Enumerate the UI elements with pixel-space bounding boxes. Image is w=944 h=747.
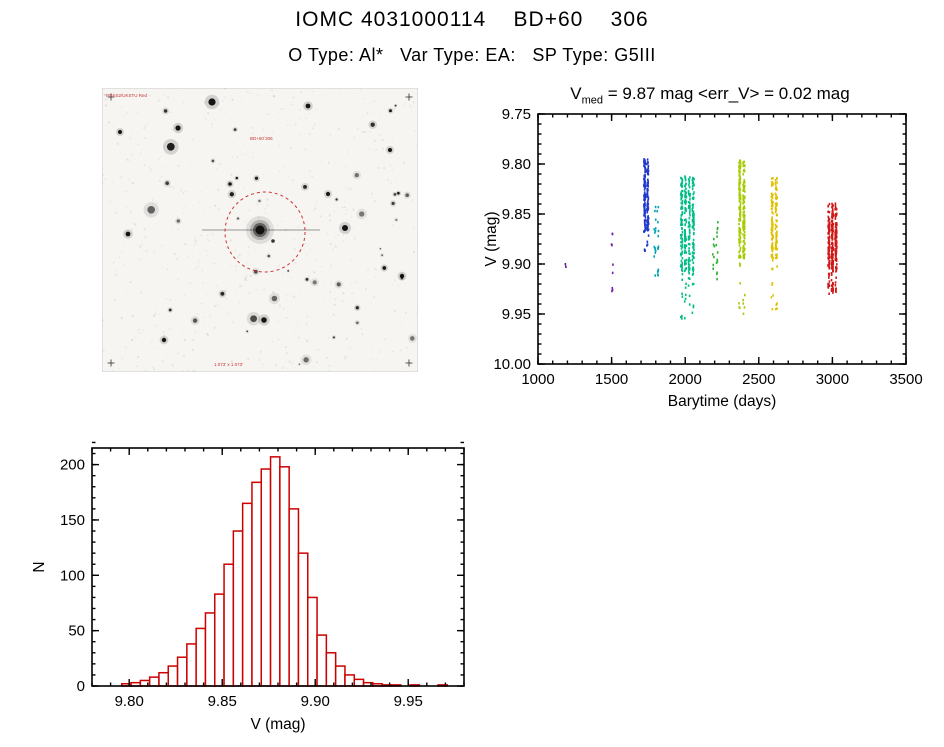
lightcurve-scatter-plot: 1000 1500 2000 2500 3000 3500 9.75 9.80 9.85 9.90… bbox=[483, 106, 923, 410]
corner-fiducial-marks bbox=[107, 93, 413, 367]
y-axis-label: V (mag) bbox=[483, 211, 500, 266]
lightcurve-stats-title: Vmed = 9.87 mag <err_V> = 0.02 mag bbox=[490, 84, 930, 106]
magnitude-histogram-plot: 9.80 9.85 9.90 9.95 0 50 100 150 200 V (mag) N bbox=[31, 441, 465, 733]
svg-text:50: 50 bbox=[68, 623, 85, 640]
svg-text:9.75: 9.75 bbox=[502, 106, 531, 123]
axes: 1000 1500 2000 2500 3000 3500 9.75 9.80 9.85 9.90… bbox=[493, 106, 922, 388]
vmed-stats-text: = 9.87 mag <err_V> = 0.02 mag bbox=[603, 84, 850, 103]
y-axis-label: N bbox=[31, 561, 48, 572]
finder-target-label: BD+60 306 bbox=[250, 136, 273, 141]
svg-text:9.80: 9.80 bbox=[115, 693, 144, 710]
vmed-subscript: med bbox=[581, 94, 604, 107]
film-grain bbox=[102, 88, 418, 372]
svg-text:2000: 2000 bbox=[669, 371, 702, 388]
finder-scale-label: 1.073' x 1.073' bbox=[214, 362, 243, 367]
svg-text:200: 200 bbox=[60, 457, 85, 474]
x-axis-label: V (mag) bbox=[250, 716, 305, 733]
finder-survey-label: POSS2/UKSTU Red bbox=[106, 93, 148, 98]
field-stars bbox=[116, 94, 417, 366]
svg-text:9.90: 9.90 bbox=[502, 256, 531, 273]
x-axis-label: Barytime (days) bbox=[668, 393, 777, 410]
page-subtitle: O Type: Al* Var Type: EA: SP Type: G5III bbox=[288, 45, 656, 65]
svg-text:1000: 1000 bbox=[521, 371, 554, 388]
svg-text:10.00: 10.00 bbox=[493, 356, 531, 373]
finder-chart-image: POSS2/UKSTU Red BD+60 306 1.073' x 1.073' bbox=[102, 88, 418, 372]
svg-text:9.95: 9.95 bbox=[394, 693, 423, 710]
finder-annotations: POSS2/UKSTU Red BD+60 306 1.073' x 1.073' bbox=[106, 93, 273, 367]
svg-text:3500: 3500 bbox=[889, 371, 922, 388]
page-title: IOMC 4031000114 BD+60 306 bbox=[295, 8, 649, 31]
aperture-circle bbox=[224, 191, 306, 273]
svg-text:9.85: 9.85 bbox=[208, 693, 237, 710]
svg-text:0: 0 bbox=[77, 678, 85, 695]
svg-text:9.85: 9.85 bbox=[502, 206, 531, 223]
svg-text:3000: 3000 bbox=[816, 371, 849, 388]
svg-text:2500: 2500 bbox=[742, 371, 775, 388]
svg-text:9.95: 9.95 bbox=[502, 306, 531, 323]
svg-text:9.80: 9.80 bbox=[502, 156, 531, 173]
svg-text:100: 100 bbox=[60, 567, 85, 584]
vmed-variable: V bbox=[570, 84, 582, 103]
axes: 9.80 9.85 9.90 9.95 0 50 100 150 200 bbox=[60, 441, 465, 710]
svg-text:150: 150 bbox=[60, 512, 85, 529]
target-star bbox=[202, 216, 320, 244]
histogram-bars bbox=[121, 456, 449, 687]
svg-text:9.90: 9.90 bbox=[301, 693, 330, 710]
scatter-points bbox=[564, 158, 838, 320]
svg-text:1500: 1500 bbox=[595, 371, 628, 388]
